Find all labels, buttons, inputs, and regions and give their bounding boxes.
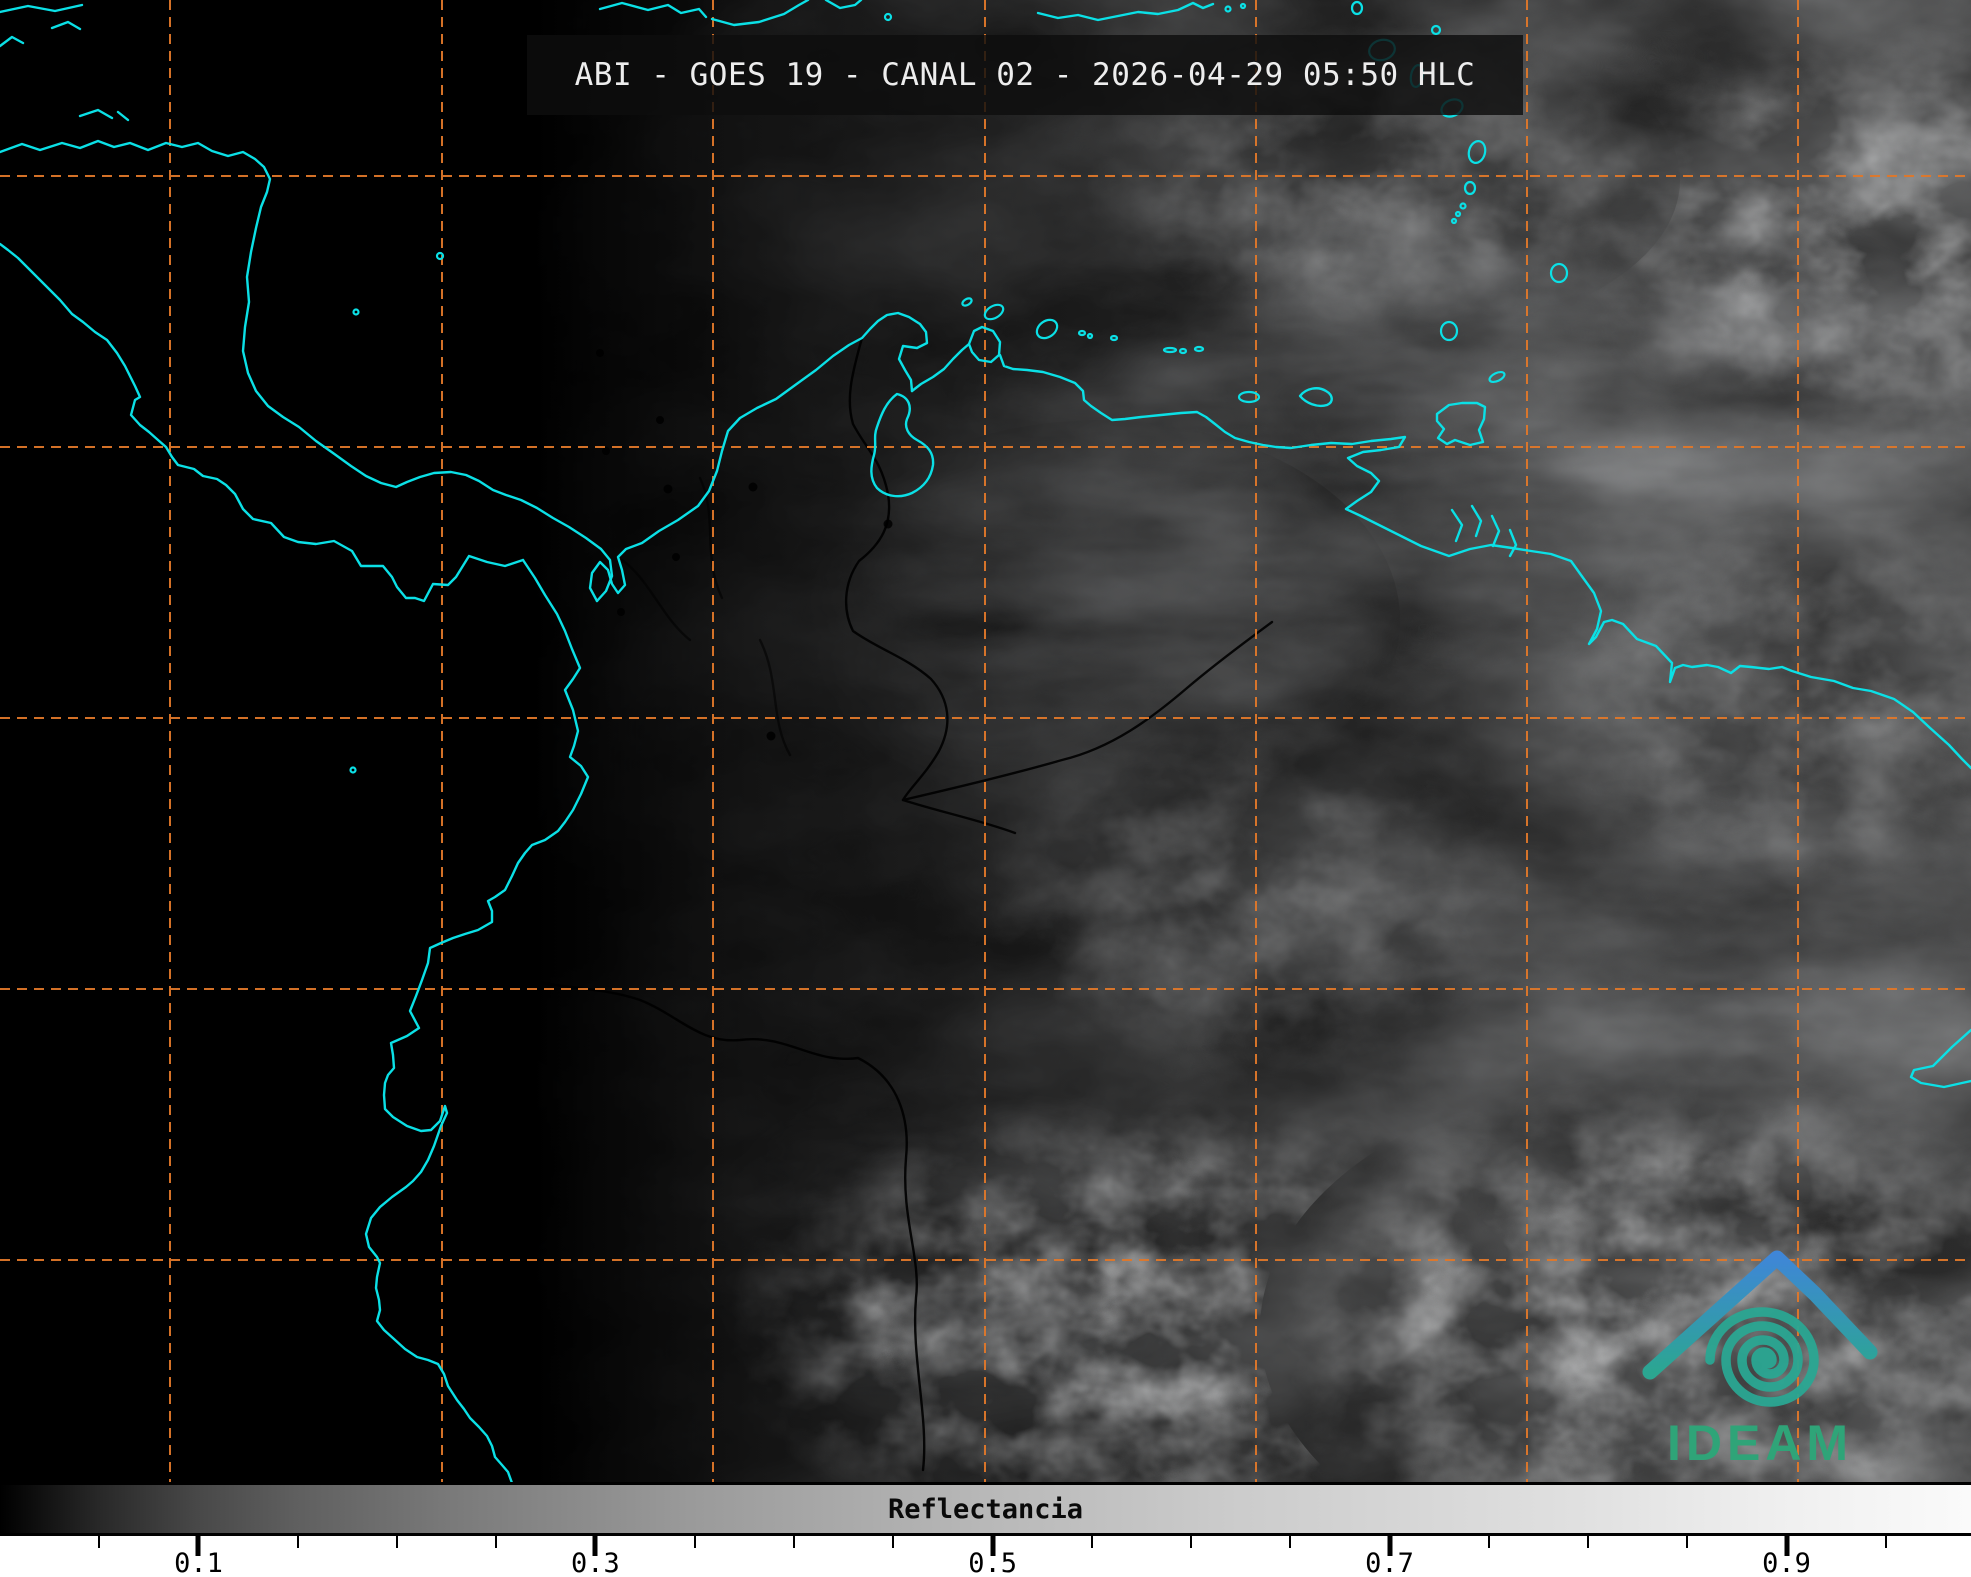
tick-label: 0.5	[968, 1548, 1017, 1577]
ideam-logo	[1642, 1250, 1878, 1407]
coastlines	[0, 0, 1971, 1483]
major-tick	[195, 1536, 201, 1556]
graticule	[0, 0, 1971, 1483]
major-tick	[1387, 1536, 1393, 1556]
minor-tick	[1587, 1536, 1590, 1548]
major-tick	[1784, 1536, 1789, 1556]
tick-label: 0.3	[571, 1548, 620, 1577]
island-outlines	[349, 0, 1569, 774]
minor-tick	[1686, 1536, 1689, 1548]
minor-tick	[495, 1536, 498, 1548]
tick-label: 0.9	[1762, 1548, 1811, 1577]
major-tick	[592, 1536, 598, 1556]
minor-tick	[1884, 1536, 1887, 1548]
minor-tick	[892, 1536, 895, 1548]
spiral-icon	[1705, 1307, 1819, 1407]
satellite-image	[0, 0, 1971, 1483]
country-borders	[506, 336, 1274, 1472]
tick-label: 0.7	[1365, 1548, 1414, 1577]
minor-tick	[693, 1536, 696, 1548]
minor-tick	[792, 1536, 795, 1548]
ideam-logo-text: IDEAM	[1666, 1415, 1854, 1471]
minor-tick	[1090, 1536, 1093, 1548]
minor-tick	[1487, 1536, 1490, 1548]
mountain-icon	[1642, 1250, 1878, 1380]
minor-tick	[1190, 1536, 1193, 1548]
tick-label: 0.1	[174, 1548, 223, 1577]
title-bar: ABI - GOES 19 - CANAL 02 - 2026-04-29 05…	[527, 35, 1523, 115]
major-tick	[990, 1536, 996, 1556]
colorbar: Reflectancia	[0, 1482, 1971, 1536]
colorbar-label: Reflectancia	[887, 1493, 1084, 1525]
map-canvas: ABI - GOES 19 - CANAL 02 - 2026-04-29 05…	[0, 0, 1971, 1483]
minor-tick	[1289, 1536, 1292, 1548]
minor-tick	[98, 1536, 101, 1548]
minor-tick	[296, 1536, 299, 1548]
minor-tick	[395, 1536, 398, 1548]
colorbar-axis: 0.1 0.3 0.5 0.7 0.9	[0, 1536, 1971, 1577]
city-dots	[596, 349, 893, 741]
title-text: ABI - GOES 19 - CANAL 02 - 2026-04-29 05…	[574, 57, 1476, 93]
